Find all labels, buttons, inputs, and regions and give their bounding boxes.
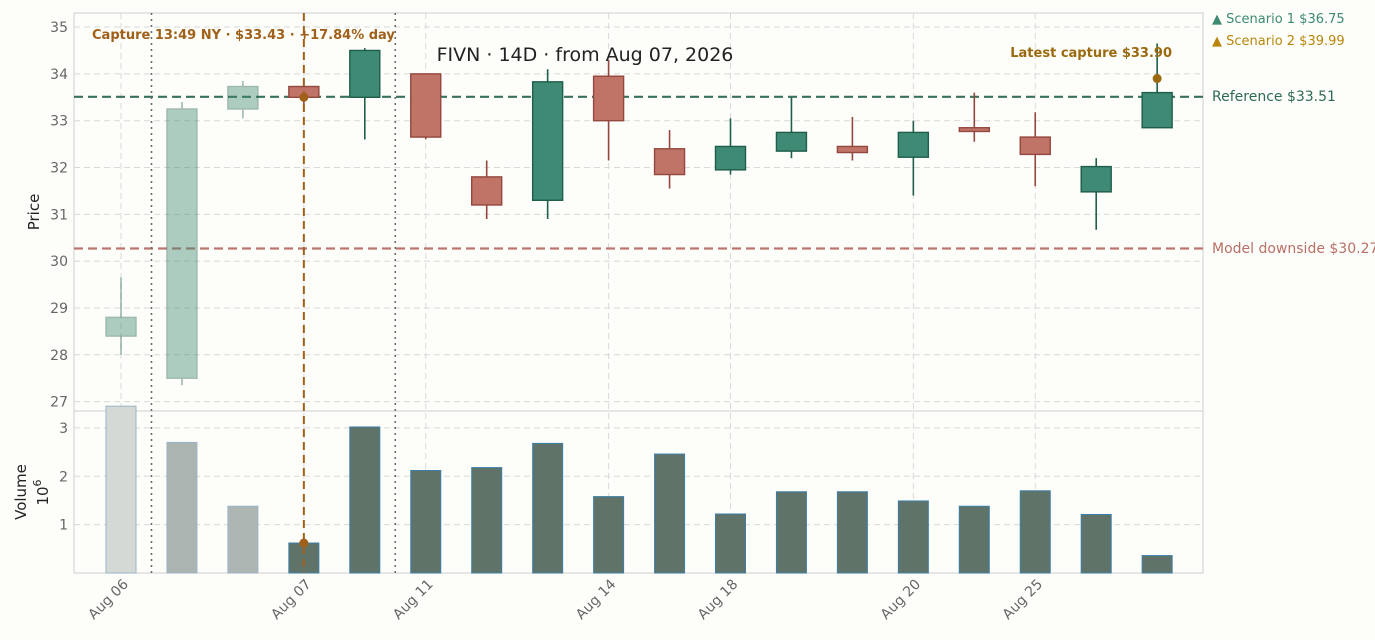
candle: [714, 118, 747, 175]
date-tick-label: Aug 18: [695, 577, 741, 623]
volume-bar: [166, 441, 198, 574]
candle: [592, 59, 625, 161]
legend-scenario-2: ▲ Scenario 2 $39.99: [1212, 34, 1345, 49]
candle-body: [1080, 165, 1112, 193]
plot-frame: [73, 12, 1204, 574]
volume-bar: [1019, 490, 1051, 574]
candle: [410, 73, 442, 140]
volume-tick-label: 1: [59, 518, 68, 534]
y-axis-label: Price: [25, 194, 43, 231]
volume-bar: [227, 505, 259, 574]
volume-bars: [105, 405, 1173, 574]
candle: [1141, 43, 1173, 129]
candle-body: [410, 73, 442, 138]
candle: [531, 69, 564, 220]
price-tick-label: 27: [50, 395, 68, 411]
volume-bar: [715, 513, 746, 574]
date-tick-label: Aug 20: [878, 577, 924, 623]
date-tick-label: Aug 07: [268, 577, 314, 623]
price-tick-label: 35: [50, 20, 68, 36]
candle-body: [166, 108, 198, 379]
candle-body: [1019, 136, 1051, 156]
volume-bar: [105, 405, 137, 574]
latest-capture-annotation: Latest capture $33.90: [1010, 46, 1172, 61]
date-tick-label: Aug 25: [1000, 577, 1046, 623]
candle-body: [471, 176, 503, 206]
price-panel-border: [73, 12, 1204, 412]
candle: [653, 130, 686, 189]
volume-bar: [1141, 555, 1173, 574]
volume-panel-border: [73, 410, 1204, 574]
latest-capture-point: [1152, 74, 1162, 84]
candlesticks: [105, 43, 1173, 386]
candle: [471, 160, 503, 220]
candle: [227, 80, 259, 119]
candle-body: [1141, 91, 1173, 129]
candle-body: [958, 127, 990, 133]
candle: [1080, 158, 1112, 230]
volume-tick-label: 2: [59, 469, 68, 485]
volume-bar: [1080, 513, 1112, 574]
candle: [105, 277, 137, 355]
volume-bar: [958, 505, 990, 574]
capture-annotation: Capture 13:49 NY · $33.43 · +17.84% day: [92, 28, 395, 43]
price-tick-label: 29: [50, 301, 68, 317]
candle: [349, 48, 381, 140]
candle-body: [775, 131, 808, 152]
volume-axis-label: Volume: [12, 464, 30, 520]
price-tick-label: 28: [50, 348, 68, 364]
reference-lines: [74, 95, 1203, 250]
date-tick-label: Aug 11: [390, 577, 436, 623]
volume-scale-label: 10 6: [31, 480, 52, 506]
candle-body: [105, 316, 137, 337]
price-tick-label: 32: [50, 161, 68, 177]
candle-body: [897, 131, 930, 158]
volume-scale-exponent: 6: [31, 480, 44, 487]
price-tick-label: 30: [50, 254, 68, 270]
capture-markers: [150, 13, 1162, 573]
volume-bar: [654, 453, 686, 574]
candle: [775, 97, 808, 159]
candle-body: [836, 145, 869, 154]
candle-body: [531, 81, 564, 201]
candle-body: [349, 49, 381, 98]
candle: [958, 92, 990, 142]
candle: [1019, 112, 1051, 187]
volume-bar: [349, 426, 381, 574]
candle-body: [592, 75, 625, 122]
volume-bar: [410, 469, 442, 574]
reference-line-label: Reference $33.51: [1212, 89, 1336, 105]
legend-scenario-1: ▲ Scenario 1 $36.75: [1212, 12, 1345, 27]
price-tick-label: 34: [50, 67, 68, 83]
downside-line-label: Model downside $30.27: [1212, 241, 1375, 257]
volume-bar: [836, 491, 868, 574]
price-tick-label: 33: [50, 114, 68, 130]
volume-bar: [775, 491, 807, 574]
chart-title: FIVN · 14D · from Aug 07, 2026: [437, 44, 734, 66]
candle: [166, 101, 198, 386]
candle-body: [227, 85, 259, 110]
capture-point: [299, 92, 309, 102]
price-tick-label: 31: [50, 207, 68, 223]
candle: [836, 116, 869, 161]
candle: [897, 120, 930, 196]
candle-body: [653, 148, 686, 176]
volume-tick-label: 3: [59, 421, 68, 437]
volume-bar: [532, 442, 564, 574]
volume-bar: [471, 467, 503, 574]
volume-bar: [897, 500, 929, 574]
volume-scale-base: 10: [34, 486, 52, 505]
date-tick-label: Aug 06: [85, 576, 131, 622]
volume-bar: [593, 496, 625, 574]
candle-body: [714, 145, 747, 171]
date-tick-label: Aug 14: [573, 576, 619, 622]
capture-volume-point: [299, 538, 309, 548]
